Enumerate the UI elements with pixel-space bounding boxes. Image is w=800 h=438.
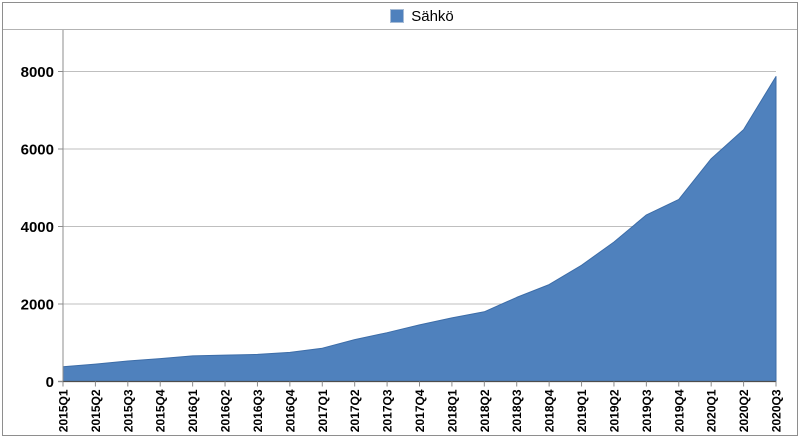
- x-axis-label: 2016Q2: [219, 389, 233, 432]
- x-axis-label: 2019Q1: [575, 389, 589, 432]
- x-axis-label: 2018Q1: [445, 389, 459, 432]
- x-axis-label: 2019Q4: [672, 389, 686, 432]
- y-axis-label: 8000: [21, 64, 54, 81]
- y-axis-label: 0: [46, 374, 54, 391]
- x-axis-label: 2018Q4: [543, 389, 557, 432]
- x-axis-label: 2020Q2: [737, 389, 751, 432]
- x-axis-label: 2017Q4: [413, 389, 427, 432]
- y-axis-label: 6000: [21, 142, 54, 159]
- x-axis-label: 2016Q1: [186, 389, 200, 432]
- x-axis-label: 2017Q2: [348, 389, 362, 432]
- y-axis-label: 4000: [21, 219, 54, 236]
- area-series-sahko: [62, 76, 777, 382]
- x-axis-label: 2019Q3: [640, 389, 654, 432]
- x-axis-label: 2020Q1: [705, 389, 719, 432]
- x-axis-label: 2018Q3: [510, 389, 524, 432]
- legend-item-sahko[interactable]: Sähkö: [390, 9, 454, 24]
- chart-legend: Sähkö: [3, 3, 797, 30]
- x-axis-label: 2015Q3: [121, 389, 135, 432]
- x-axis-label: 2015Q4: [154, 389, 168, 432]
- y-axis-label: 2000: [21, 297, 54, 314]
- legend-swatch-icon: [390, 9, 405, 23]
- x-axis-label: 2016Q3: [251, 389, 265, 432]
- x-axis-label: 2016Q4: [283, 389, 297, 432]
- legend-label: Sähkö: [411, 7, 454, 25]
- x-axis-label: 2019Q2: [607, 389, 621, 432]
- x-axis-label: 2020Q3: [770, 389, 784, 432]
- x-axis-label: 2017Q3: [381, 389, 395, 432]
- x-axis-label: 2017Q1: [316, 389, 330, 432]
- x-axis-label: 2018Q2: [478, 389, 492, 432]
- x-axis-label: 2015Q2: [89, 389, 103, 432]
- x-axis-label: 2015Q1: [57, 389, 71, 432]
